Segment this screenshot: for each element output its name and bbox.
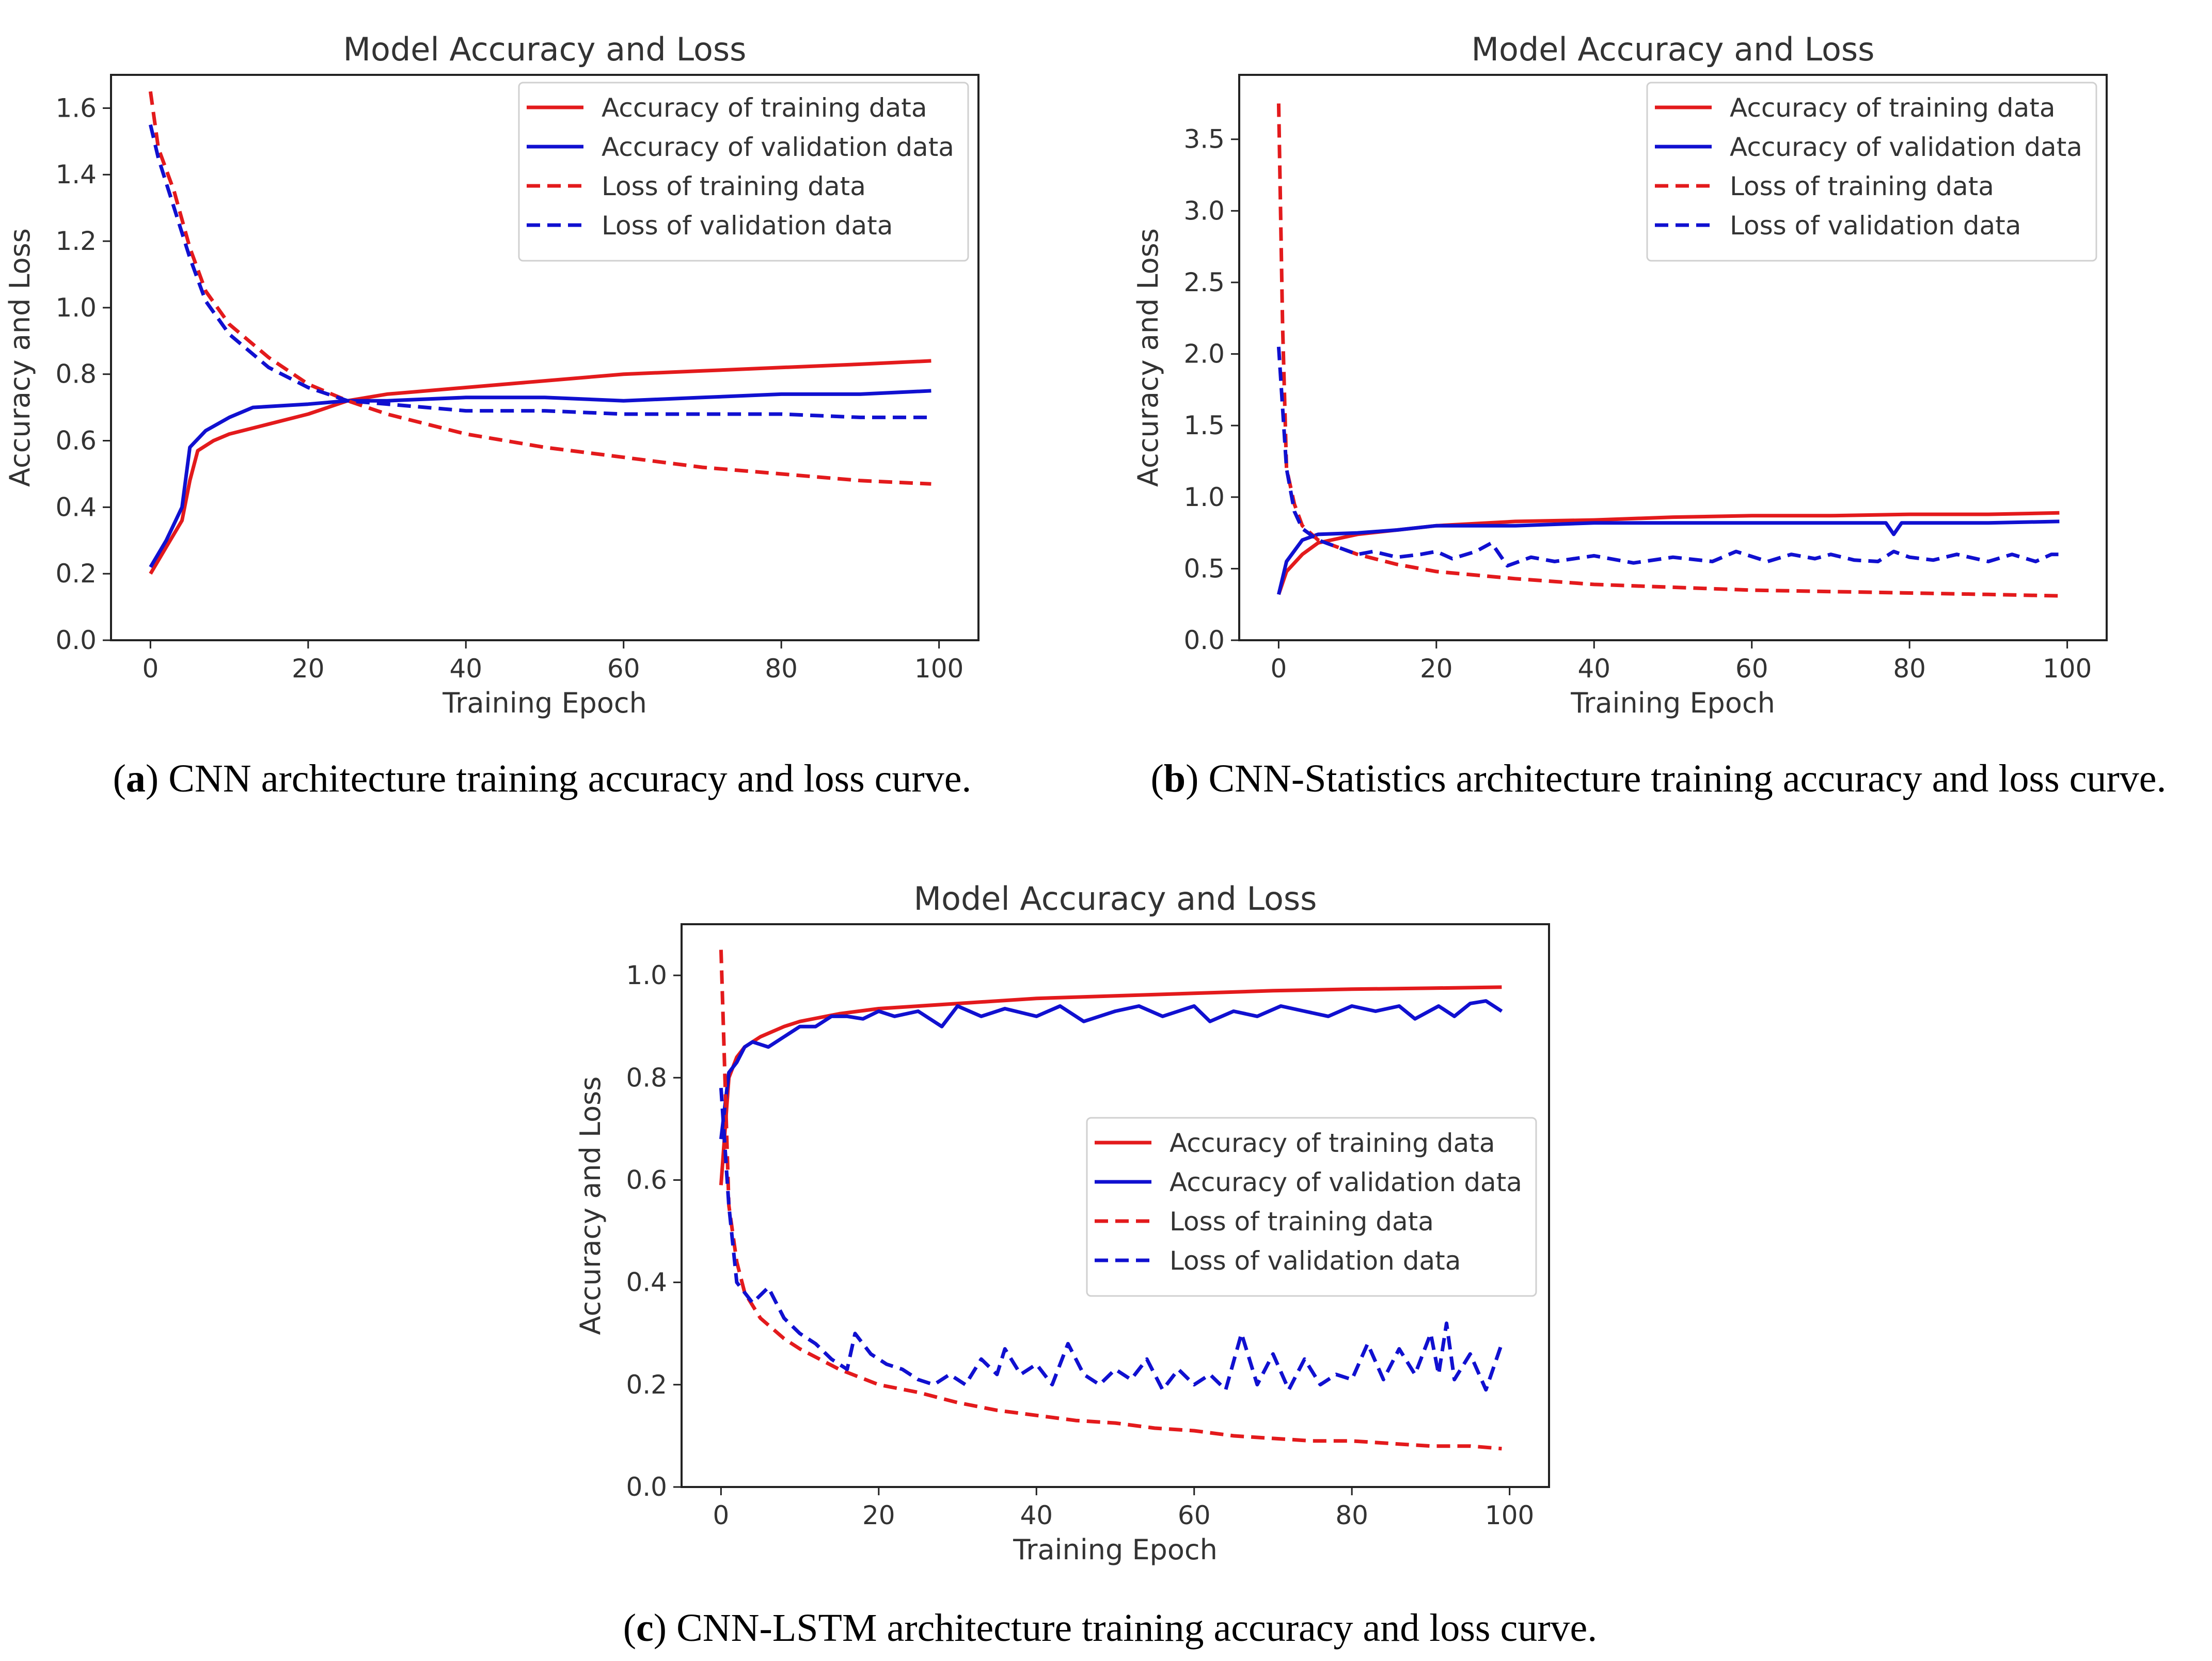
x-tick-label: 40 — [1577, 654, 1610, 684]
chart-b: Model Accuracy and Loss 0 20 40 60 80 100 0.0 0.… — [1132, 30, 2108, 719]
legend-label: Accuracy of validation data — [1730, 132, 2082, 162]
y-tick-label: 0.8 — [626, 1063, 667, 1093]
legend-label: Accuracy of validation data — [1170, 1167, 1522, 1197]
y-tick-label: 0.4 — [626, 1268, 667, 1298]
caption-c: (c) CNN-LSTM architecture training accur… — [623, 1606, 1598, 1650]
plot-frame — [681, 923, 1550, 1488]
x-axis-label: Training Epoch — [442, 687, 647, 719]
y-tick-label: 0.6 — [55, 426, 97, 456]
y-tick-label: 1.0 — [55, 293, 97, 323]
y-tick-label: 0.0 — [55, 625, 97, 655]
y-tick-label: 0.5 — [1183, 553, 1225, 583]
x-tick-label: 60 — [1178, 1500, 1211, 1530]
chart-title: Model Accuracy and Loss — [914, 880, 1317, 917]
x-tick-label: 20 — [1420, 654, 1453, 684]
x-axis-label: Training Epoch — [1570, 687, 1775, 719]
legend-label: Loss of validation data — [1730, 211, 2021, 241]
x-tick-label: 40 — [449, 654, 482, 684]
series-line — [1277, 511, 2060, 595]
series-line — [719, 950, 1502, 1451]
y-tick-label: 2.5 — [1183, 267, 1225, 297]
legend-label: Loss of training data — [602, 171, 866, 201]
y-tick-label: 2.0 — [1183, 339, 1225, 369]
x-tick-label: 20 — [292, 654, 325, 684]
plot-frame — [110, 74, 979, 641]
x-tick-label: 0 — [142, 654, 159, 684]
x-tick-label: 60 — [1735, 654, 1768, 684]
y-tick-label: 1.4 — [55, 160, 97, 189]
legend-label: Accuracy of training data — [1730, 93, 2055, 123]
x-tick-label: 0 — [1270, 654, 1287, 684]
series-line — [719, 999, 1503, 1140]
y-tick-label: 0.8 — [55, 359, 97, 389]
y-tick-label: 0.6 — [626, 1165, 667, 1195]
y-axis-label: Accuracy and Loss — [4, 228, 36, 487]
y-tick-label: 0.2 — [55, 559, 97, 589]
chart-title: Model Accuracy and Loss — [1472, 30, 1875, 68]
x-tick-label: 100 — [1485, 1500, 1534, 1530]
series-line — [719, 1087, 1504, 1392]
x-tick-label: 100 — [914, 654, 963, 684]
legend-label: Accuracy of validation data — [602, 132, 954, 162]
legend-label: Loss of validation data — [602, 211, 893, 241]
y-tick-label: 1.2 — [55, 226, 97, 256]
y-tick-label: 0.4 — [55, 492, 97, 522]
series-line — [1276, 103, 2060, 598]
x-tick-label: 80 — [1893, 654, 1926, 684]
caption-b: (b) CNN-Statistics architecture training… — [1150, 757, 2167, 800]
legend-label: Loss of training data — [1170, 1207, 1434, 1237]
chart-a: Model Accuracy and Loss 0 20 40 60 80 100 0.0 0.… — [4, 30, 979, 719]
chart-title: Model Accuracy and Loss — [343, 30, 747, 68]
series-line — [1276, 346, 2060, 568]
y-tick-label: 3.0 — [1183, 196, 1225, 226]
legend-label: Loss of validation data — [1170, 1246, 1461, 1276]
caption-a: (a) CNN architecture training accuracy a… — [113, 757, 972, 800]
legend-label: Accuracy of training data — [1170, 1128, 1495, 1158]
legend-box — [518, 82, 969, 262]
x-tick-label: 100 — [2043, 654, 2092, 684]
y-tick-label: 1.0 — [1183, 482, 1225, 512]
y-axis-label: Accuracy and Loss — [574, 1077, 607, 1335]
legend-label: Accuracy of training data — [602, 93, 927, 123]
series-line — [148, 124, 931, 419]
legend-box — [1086, 1117, 1537, 1297]
y-tick-label: 1.0 — [626, 960, 667, 990]
x-tick-label: 40 — [1020, 1500, 1053, 1530]
y-tick-label: 1.5 — [1183, 410, 1225, 440]
legend-box — [1646, 82, 2097, 262]
y-tick-label: 3.5 — [1183, 124, 1225, 154]
x-tick-label: 0 — [713, 1500, 729, 1530]
legend-label: Loss of training data — [1730, 171, 1994, 201]
x-axis-label: Training Epoch — [1013, 1533, 1218, 1566]
y-tick-label: 0.0 — [626, 1472, 667, 1502]
y-axis-label: Accuracy and Loss — [1132, 228, 1164, 487]
x-tick-label: 80 — [1335, 1500, 1368, 1530]
y-tick-label: 1.6 — [55, 93, 97, 123]
y-tick-label: 0.0 — [1183, 625, 1225, 655]
x-tick-label: 60 — [607, 654, 640, 684]
series-line — [149, 359, 931, 575]
y-tick-label: 0.2 — [626, 1370, 667, 1400]
chart-c: Model Accuracy and Loss 0 20 40 60 80 100 0.0 0.… — [574, 880, 1550, 1566]
x-tick-label: 80 — [765, 654, 798, 684]
plot-frame — [1238, 74, 2108, 641]
x-tick-label: 20 — [862, 1500, 895, 1530]
